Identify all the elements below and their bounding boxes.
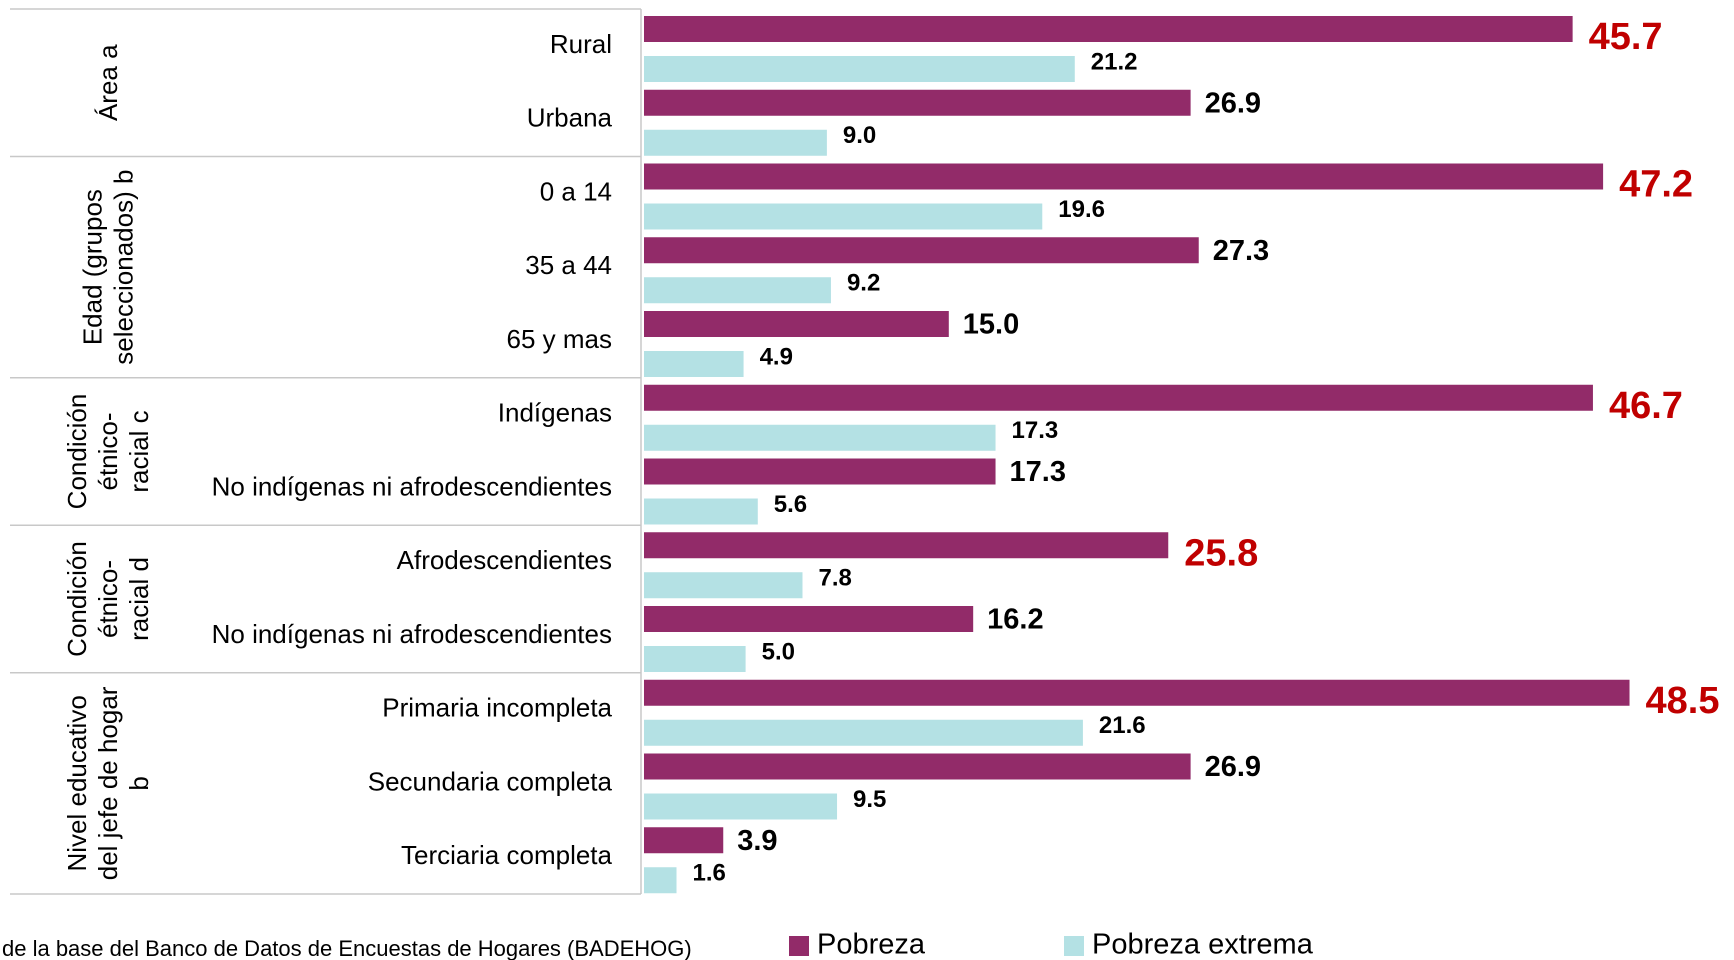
bar	[644, 646, 746, 672]
value-label: 16.2	[987, 604, 1043, 636]
bar	[644, 384, 1593, 411]
category-label: Indígenas	[498, 398, 612, 428]
bar	[644, 458, 996, 485]
group-label: Condición	[62, 541, 92, 657]
value-label: 26.9	[1205, 751, 1261, 783]
value-label: 47.2	[1619, 164, 1693, 206]
value-label: 9.5	[853, 786, 886, 813]
bar	[644, 606, 974, 632]
category-label: Terciaria completa	[401, 840, 613, 870]
legend-swatch	[789, 936, 809, 956]
group-label: b	[124, 776, 154, 790]
bar	[644, 424, 996, 451]
value-label: 26.9	[1205, 87, 1261, 119]
bar	[644, 719, 1083, 746]
legend-label: Pobreza extrema	[1092, 929, 1314, 960]
bar	[644, 498, 758, 525]
legend-label: Pobreza	[817, 929, 926, 960]
group-label: Edad (grupos	[77, 189, 107, 345]
value-label: 46.7	[1609, 385, 1683, 427]
bar	[644, 532, 1169, 559]
value-label: 27.3	[1213, 235, 1269, 267]
value-label: 21.2	[1091, 48, 1138, 75]
bar	[644, 56, 1075, 82]
bar	[644, 311, 949, 337]
group-label: del jefe de hogar	[93, 686, 123, 880]
bar	[644, 237, 1199, 264]
value-label: 19.6	[1058, 196, 1105, 223]
bar	[644, 129, 827, 156]
value-label: 7.8	[818, 565, 851, 592]
value-label: 9.0	[843, 122, 876, 149]
category-label: Urbana	[527, 103, 613, 133]
bar	[644, 793, 838, 820]
value-label: 17.3	[1010, 456, 1066, 488]
category-label: No indígenas ni afrodescendientes	[212, 471, 612, 501]
bar	[644, 16, 1573, 42]
category-label: 0 a 14	[540, 176, 612, 206]
group-label: racial c	[124, 410, 154, 492]
source-note: de la base del Banco de Datos de Encuest…	[2, 936, 692, 960]
category-label: Secundaria completa	[368, 766, 613, 796]
value-label: 15.0	[963, 309, 1019, 341]
group-label: Área a	[93, 44, 123, 121]
bar	[644, 572, 803, 599]
value-label: 45.7	[1589, 16, 1663, 58]
value-label: 3.9	[737, 825, 777, 857]
value-label: 5.6	[774, 491, 807, 518]
value-label: 48.5	[1646, 680, 1720, 722]
category-label: Primaria incompleta	[382, 693, 612, 723]
value-label: 4.9	[760, 343, 793, 370]
value-label: 1.6	[693, 860, 726, 887]
category-label: Rural	[550, 29, 612, 59]
value-label: 9.2	[847, 270, 880, 297]
value-label: 25.8	[1184, 532, 1258, 574]
bar	[644, 89, 1191, 116]
group-label: Nivel educativo	[62, 695, 92, 871]
legend-swatch	[1064, 936, 1084, 956]
value-label: 5.0	[762, 638, 795, 665]
bar	[644, 203, 1043, 230]
category-label: No indígenas ni afrodescendientes	[212, 619, 612, 649]
bar	[644, 163, 1604, 190]
category-label: 65 y mas	[507, 324, 613, 354]
bar	[644, 753, 1191, 780]
bar	[644, 867, 677, 894]
value-label: 17.3	[1012, 417, 1059, 444]
group-label: étnico-	[93, 560, 123, 638]
bar	[644, 351, 744, 377]
value-label: 21.6	[1099, 712, 1146, 739]
group-label: Condición	[62, 394, 92, 510]
bar	[644, 679, 1630, 706]
category-label: Afrodescendientes	[397, 545, 612, 575]
category-label: 35 a 44	[525, 250, 612, 280]
group-label: racial d	[124, 557, 154, 641]
bar	[644, 277, 831, 304]
bar	[644, 827, 724, 854]
group-label: seleccionados) b	[108, 170, 138, 365]
group-label: étnico-	[93, 412, 123, 490]
